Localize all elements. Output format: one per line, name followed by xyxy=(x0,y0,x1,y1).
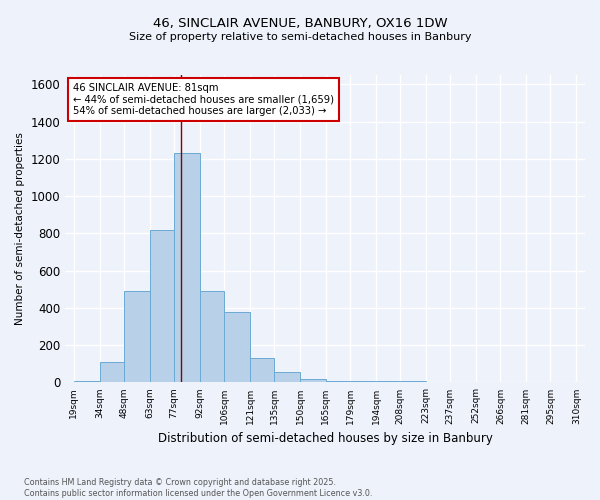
Text: Contains HM Land Registry data © Crown copyright and database right 2025.
Contai: Contains HM Land Registry data © Crown c… xyxy=(24,478,373,498)
Bar xyxy=(174,154,200,382)
Text: Size of property relative to semi-detached houses in Banbury: Size of property relative to semi-detach… xyxy=(129,32,471,42)
Y-axis label: Number of semi-detached properties: Number of semi-detached properties xyxy=(15,132,25,325)
Bar xyxy=(326,380,350,382)
Text: 46 SINCLAIR AVENUE: 81sqm
← 44% of semi-detached houses are smaller (1,659)
54% : 46 SINCLAIR AVENUE: 81sqm ← 44% of semi-… xyxy=(73,82,334,116)
Bar xyxy=(200,291,224,382)
Bar xyxy=(224,312,250,382)
Bar xyxy=(250,358,274,382)
Text: 46, SINCLAIR AVENUE, BANBURY, OX16 1DW: 46, SINCLAIR AVENUE, BANBURY, OX16 1DW xyxy=(152,18,448,30)
Bar xyxy=(150,230,174,382)
X-axis label: Distribution of semi-detached houses by size in Banbury: Distribution of semi-detached houses by … xyxy=(158,432,493,445)
Bar xyxy=(274,372,300,382)
Bar xyxy=(300,378,326,382)
Bar xyxy=(124,291,150,382)
Bar xyxy=(100,362,124,382)
